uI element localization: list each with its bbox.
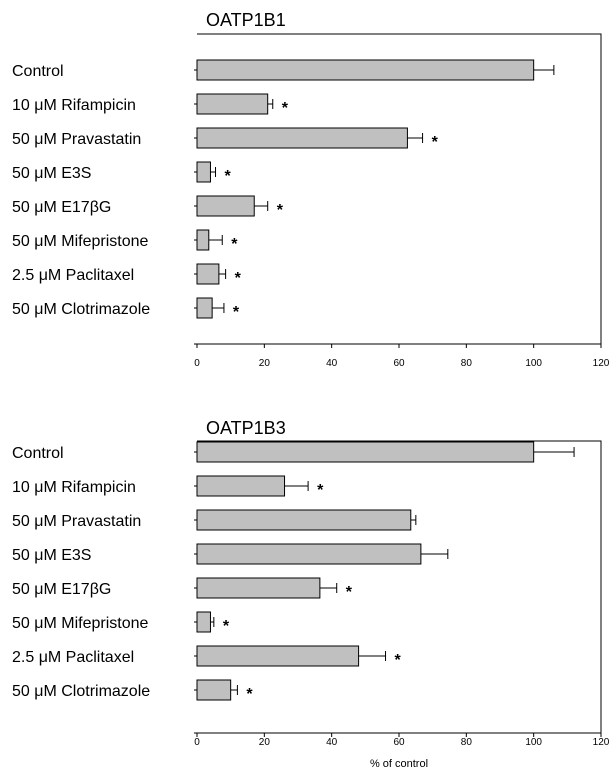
category-label: 50 μM Pravastatin	[12, 513, 141, 530]
category-label: 2.5 μM Paclitaxel	[12, 267, 134, 284]
category-label: 10 μM Rifampicin	[12, 479, 136, 496]
bar	[196, 543, 422, 565]
x-tick-label: 20	[259, 358, 271, 369]
x-tick-label: 100	[525, 358, 542, 369]
x-axis-label: % of control	[370, 758, 428, 770]
bar	[196, 229, 210, 251]
bar	[196, 127, 408, 149]
plot-frame	[194, 440, 602, 734]
chart-title: OATP1B3	[206, 418, 286, 438]
bar	[196, 297, 213, 319]
bar	[196, 263, 220, 285]
significance-marker: *	[346, 584, 353, 601]
significance-marker: *	[246, 686, 253, 703]
significance-marker: *	[395, 652, 402, 669]
significance-marker: *	[231, 236, 238, 253]
category-label: 50 μM E17βG	[12, 581, 111, 598]
category-label: 50 μM Clotrimazole	[12, 301, 150, 318]
category-label: 10 μM Rifampicin	[12, 97, 136, 114]
x-tick-label: 0	[194, 737, 200, 748]
significance-marker: *	[277, 202, 284, 219]
x-tick-label: 80	[461, 358, 473, 369]
bar	[196, 509, 412, 531]
bar	[196, 59, 535, 81]
bar	[196, 93, 269, 115]
x-tick-label: 40	[326, 737, 338, 748]
chart-title: OATP1B1	[206, 10, 286, 30]
x-tick-label: 20	[259, 737, 271, 748]
bar	[196, 611, 211, 633]
bar	[196, 679, 232, 701]
x-tick-label: 60	[393, 737, 405, 748]
x-tick-label: 120	[593, 358, 610, 369]
x-tick-label: 0	[194, 358, 200, 369]
category-label: 50 μM Pravastatin	[12, 131, 141, 148]
significance-marker: *	[225, 168, 232, 185]
category-label: 2.5 μM Paclitaxel	[12, 649, 134, 666]
bar	[196, 161, 211, 183]
chart-panel-1: OATP1B1 0 20 40 60 80 100 120 Control 10 μM Rifam…	[12, 10, 610, 369]
plot-frame	[194, 33, 602, 345]
significance-marker: *	[233, 304, 240, 321]
significance-marker: *	[235, 270, 242, 287]
chart-panel-2: OATP1B3 0 20 40 60 80 100 120 % of control Contro…	[12, 418, 610, 770]
significance-marker: *	[223, 618, 230, 635]
significance-marker: *	[282, 100, 289, 117]
bar	[196, 441, 535, 463]
significance-marker: *	[317, 482, 324, 499]
category-label: Control	[12, 445, 64, 462]
category-label: 50 μM Mifepristone	[12, 615, 148, 632]
category-label: 50 μM E3S	[12, 547, 91, 564]
x-tick-label: 120	[593, 737, 610, 748]
x-tick-label: 100	[525, 737, 542, 748]
x-tick-label: 40	[326, 358, 338, 369]
category-label: 50 μM E17βG	[12, 199, 111, 216]
bar	[196, 577, 321, 599]
category-label: Control	[12, 63, 64, 80]
bar	[196, 645, 360, 667]
x-tick-label: 60	[393, 358, 405, 369]
significance-marker: *	[432, 134, 439, 151]
bar	[196, 475, 286, 497]
x-tick-label: 80	[461, 737, 473, 748]
bar	[196, 195, 255, 217]
category-label: 50 μM Clotrimazole	[12, 683, 150, 700]
category-label: 50 μM Mifepristone	[12, 233, 148, 250]
category-label: 50 μM E3S	[12, 165, 91, 182]
